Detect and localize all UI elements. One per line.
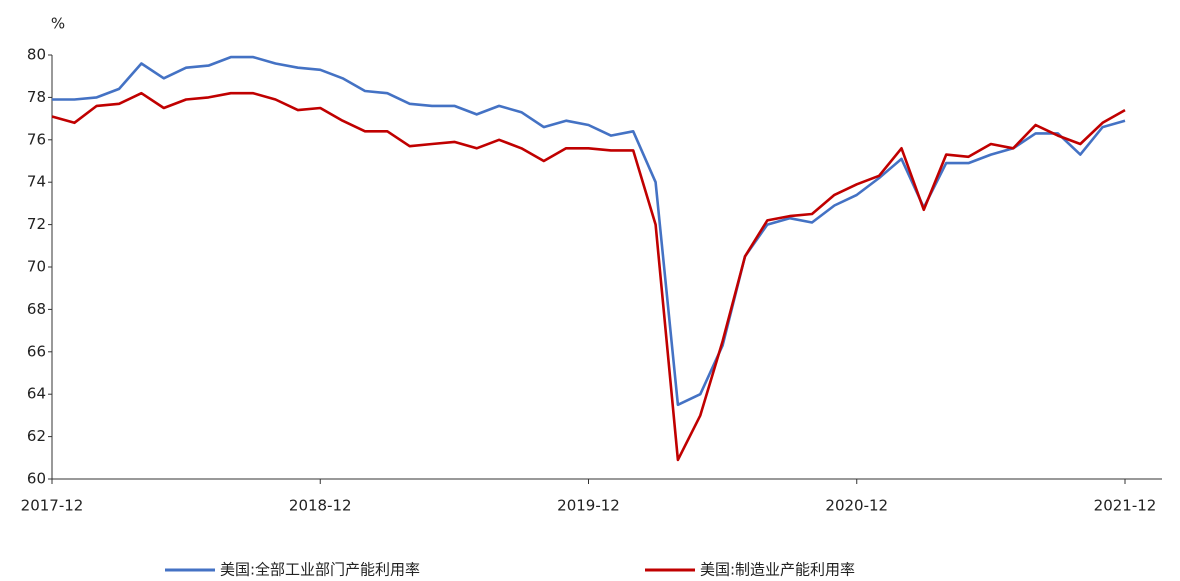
x-tick-label: 2018-12 xyxy=(289,497,352,515)
y-tick-label: 78 xyxy=(27,88,46,106)
y-tick-label: 80 xyxy=(27,46,46,64)
y-tick-label: 60 xyxy=(27,470,46,488)
y-tick-label: 66 xyxy=(27,342,46,360)
x-tick-label: 2019-12 xyxy=(557,497,620,515)
y-tick-label: 72 xyxy=(27,215,46,233)
x-tick-label: 2020-12 xyxy=(825,497,888,515)
y-axis-label: % xyxy=(51,15,65,33)
y-tick-label: 70 xyxy=(27,258,46,276)
y-tick-label: 68 xyxy=(27,300,46,318)
legend-label: 美国:制造业产能利用率 xyxy=(700,561,855,579)
series-line xyxy=(51,91,1126,462)
legend-label: 美国:全部工业部门产能利用率 xyxy=(220,561,420,579)
y-tick-label: 76 xyxy=(27,130,46,148)
x-tick-label: 2017-12 xyxy=(21,497,84,515)
y-tick-label: 74 xyxy=(27,173,46,191)
y-tick-label: 64 xyxy=(27,385,46,403)
y-tick-label: 62 xyxy=(27,427,46,445)
series-line xyxy=(52,55,1126,407)
x-tick-label: 2021-12 xyxy=(1094,497,1157,515)
